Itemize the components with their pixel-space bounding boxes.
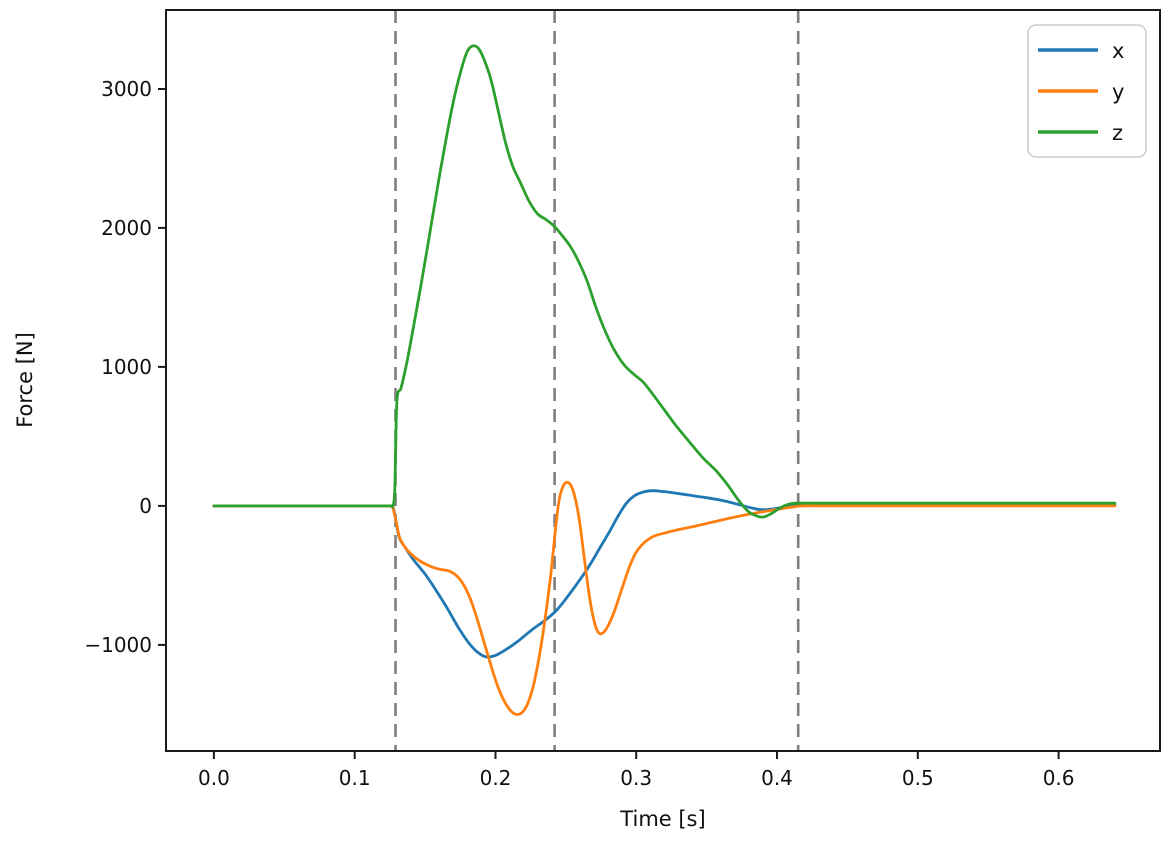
- series-lines: [212, 44, 1117, 716]
- x-tick-label: 0.2: [480, 766, 512, 790]
- legend: x y z: [1027, 24, 1147, 158]
- x-tick-label: 0.1: [339, 766, 371, 790]
- y-tick-label: 2000: [101, 216, 152, 240]
- legend-label-z: z: [1112, 121, 1123, 145]
- series-line-z: [212, 44, 1117, 519]
- y-tick-label: 1000: [101, 355, 152, 379]
- plot-border: [165, 9, 1161, 752]
- x-tick-label: 0.4: [761, 766, 793, 790]
- x-tick-label: 0.6: [1043, 766, 1075, 790]
- y-tick-label: 3000: [101, 77, 152, 101]
- y-axis-ticks: −1000 0 1000 2000 3000: [84, 77, 166, 657]
- legend-label-y: y: [1112, 80, 1124, 104]
- event-vlines: [394, 10, 800, 751]
- plot-background: [166, 10, 1160, 751]
- legend-label-x: x: [1112, 39, 1124, 63]
- x-tick-label: 0.0: [198, 766, 230, 790]
- x-axis-ticks: 0.0 0.1 0.2 0.3 0.4 0.5 0.6: [198, 751, 1075, 790]
- y-axis-label: Force [N]: [13, 332, 37, 428]
- y-tick-label: −1000: [84, 633, 152, 657]
- x-tick-label: 0.5: [902, 766, 934, 790]
- x-axis-label: Time [s]: [619, 807, 705, 831]
- x-tick-label: 0.3: [620, 766, 652, 790]
- series-line-y: [212, 480, 1117, 716]
- y-tick-label: 0: [139, 494, 152, 518]
